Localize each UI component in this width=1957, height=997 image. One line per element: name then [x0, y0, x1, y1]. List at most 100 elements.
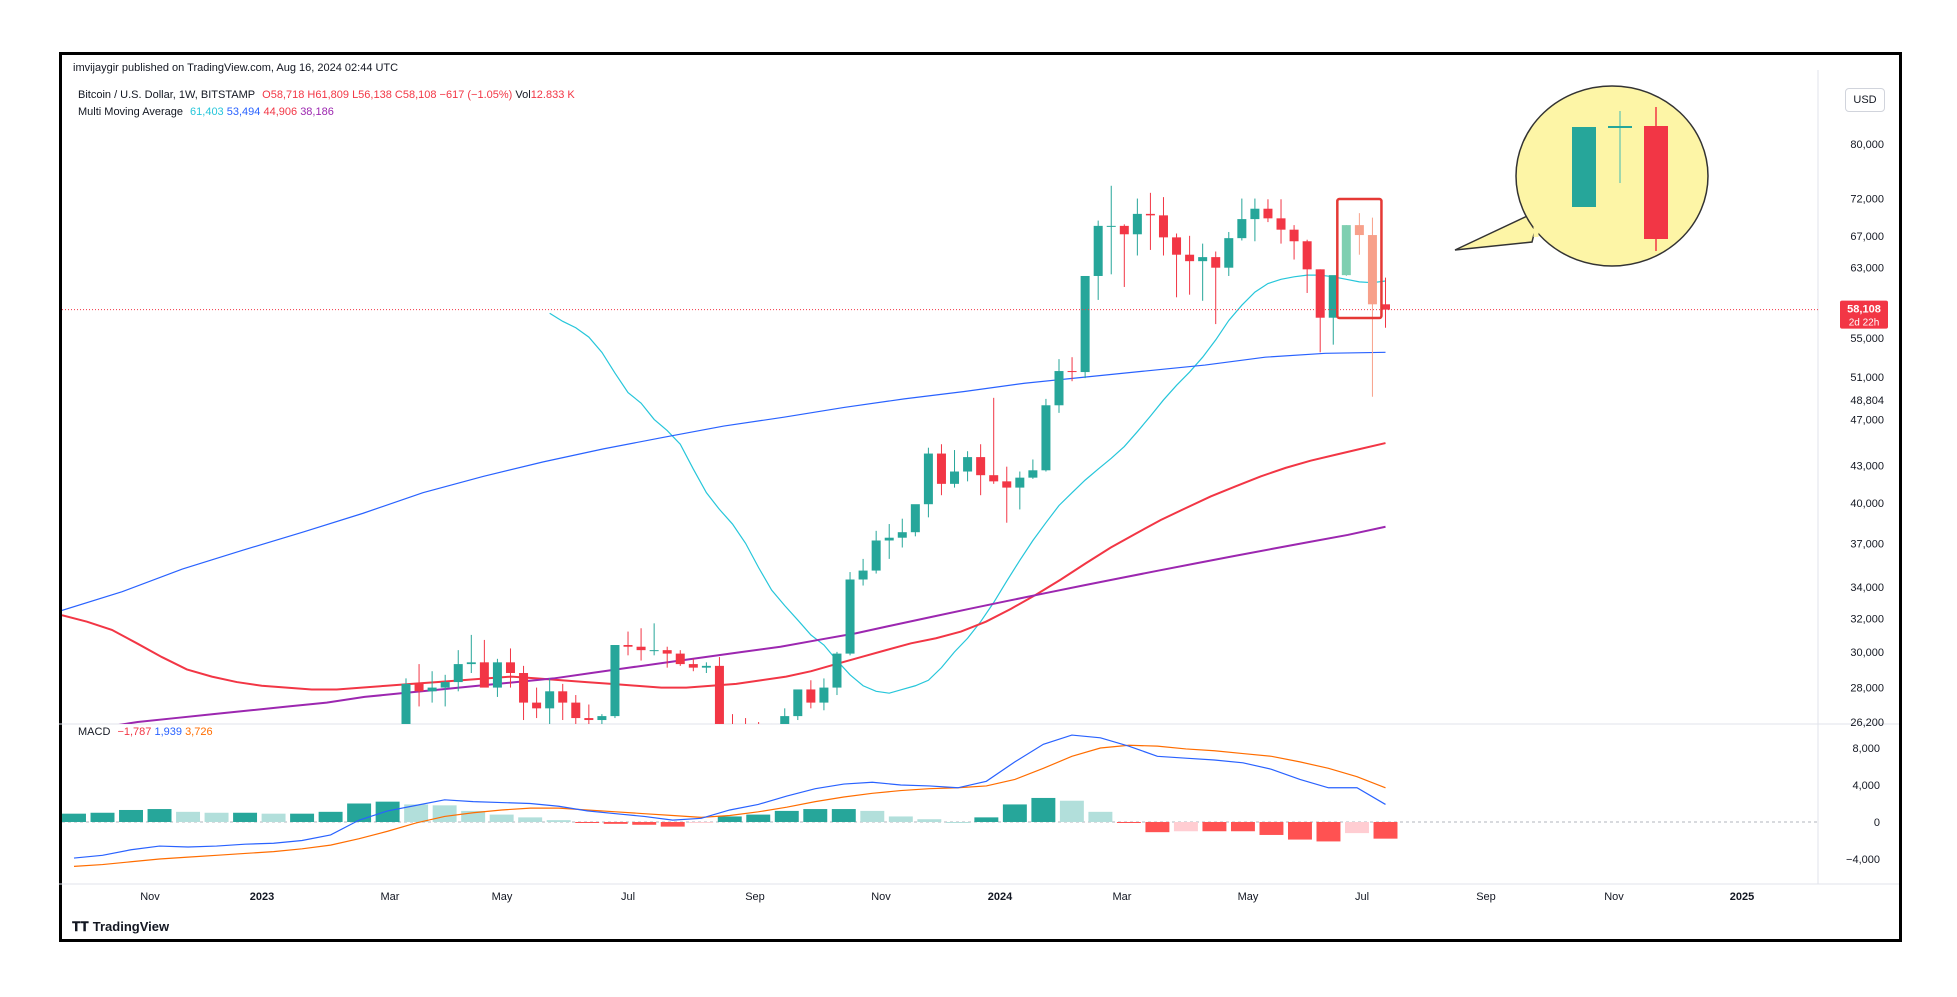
price-tick-label: 43,000 [1850, 460, 1884, 472]
price-tick-label: 34,000 [1850, 582, 1884, 594]
price-tick-label: 72,000 [1850, 194, 1884, 206]
macd-histogram-bar [860, 810, 885, 822]
candle-body [793, 689, 803, 717]
moving-averages-layer [62, 274, 1386, 724]
price-tick-label: 28,000 [1850, 683, 1884, 695]
candle [1198, 243, 1208, 301]
time-tick-label: May [492, 891, 513, 903]
candle [675, 650, 685, 666]
price-tick-label: 40,000 [1850, 498, 1884, 510]
price-tick-label: 48,804 [1850, 395, 1884, 407]
candle [728, 714, 737, 724]
macd-histogram-bar [1116, 822, 1141, 823]
candles-layer [401, 185, 1390, 730]
candle [1302, 239, 1312, 293]
price-tick-label: 30,000 [1850, 647, 1884, 659]
candle [771, 723, 773, 724]
candle [950, 450, 960, 488]
callout-bubble [1515, 85, 1709, 267]
tradingview-logo[interactable]: 𝐓𝐓 TradingView [72, 919, 169, 935]
candle-body [1015, 477, 1025, 488]
close-value: C58,108 [394, 89, 437, 101]
time-tick-label: 2025 [1730, 891, 1754, 903]
candle-body [1093, 225, 1103, 276]
macd-histogram-bar [803, 809, 828, 822]
candle-body [532, 702, 542, 709]
candle-body [597, 716, 607, 721]
macd-histogram-bar [176, 811, 201, 822]
candle-body [728, 723, 737, 724]
candle-body [950, 471, 960, 484]
macd-histogram-bar [290, 813, 315, 822]
price-tag-box [1840, 300, 1888, 329]
candle [636, 628, 646, 661]
price-tick-label: 37,000 [1850, 538, 1884, 550]
candle [989, 397, 999, 484]
time-tick-label: Jul [1355, 891, 1369, 903]
time-tick-label: Mar [1113, 891, 1132, 903]
candle [1054, 359, 1064, 413]
candle [963, 451, 973, 482]
macd-signal-line [73, 744, 1386, 867]
candle [758, 722, 760, 724]
brand-name: TradingView [92, 919, 170, 934]
time-tick-label: Nov [140, 891, 160, 903]
macd-histogram-bar [1145, 822, 1170, 833]
candle [793, 689, 803, 721]
candle-body [884, 537, 894, 541]
candle [1041, 398, 1051, 472]
candle-body [1158, 215, 1168, 238]
price-tick-label: 26,200 [1850, 717, 1884, 729]
candle [1276, 199, 1286, 244]
publisher-caption: imvijaygir published on TradingView.com,… [73, 62, 399, 74]
macd-histogram-bar [546, 820, 571, 822]
candle [1211, 251, 1221, 325]
candle [1093, 220, 1103, 300]
price-tick-label: 47,000 [1850, 414, 1884, 426]
candle-body [675, 653, 685, 665]
candle-body [741, 726, 750, 730]
candle [1185, 235, 1195, 295]
candle-body [453, 664, 463, 683]
candle [427, 671, 437, 703]
tradingview-mark-icon: 𝐓𝐓 [72, 919, 89, 934]
candle [1132, 198, 1142, 256]
candle [492, 658, 502, 697]
price-axis: 80,00072,00067,00063,00058,00055,00051,0… [1850, 139, 1884, 729]
symbol-legend: Bitcoin / U.S. Dollar, 1W, BITSTAMP O58,… [78, 89, 575, 101]
candle-body [806, 689, 816, 703]
candle [1250, 198, 1260, 242]
candle [936, 444, 946, 496]
macd-histogram-bar [1316, 822, 1341, 842]
candle-body [1211, 257, 1221, 268]
candle [884, 524, 894, 559]
candle-body [466, 662, 476, 665]
candle [741, 718, 750, 730]
macd-histogram-bar [489, 814, 514, 822]
time-tick-label: Mar [381, 891, 400, 903]
candle-body [897, 532, 907, 538]
candle [871, 530, 881, 574]
ma-line-1 [549, 274, 1386, 694]
low-value: L56,138 [352, 89, 392, 101]
macd-name[interactable]: MACD [78, 726, 111, 738]
time-tick-label: May [1238, 891, 1259, 903]
candle-body [1237, 219, 1247, 239]
mma-value-3: 44,906 [263, 106, 298, 118]
currency-button[interactable]: USD [1845, 88, 1885, 112]
candle [1263, 199, 1273, 223]
candle-body [1106, 225, 1116, 227]
candle-body [688, 664, 698, 668]
candle-body [519, 673, 529, 703]
candle-body [1198, 257, 1208, 262]
candle [1106, 185, 1116, 275]
candle-body [1250, 208, 1260, 220]
symbol-name[interactable]: Bitcoin / U.S. Dollar, 1W, BITSTAMP [78, 89, 256, 101]
candle [714, 657, 724, 724]
mma-legend: Multi Moving Average 61,403 53,494 44,90… [78, 106, 334, 118]
macd-tick-label: −4,000 [1846, 854, 1880, 866]
candle [832, 651, 842, 696]
mma-name[interactable]: Multi Moving Average [78, 106, 183, 118]
candle [688, 658, 698, 672]
